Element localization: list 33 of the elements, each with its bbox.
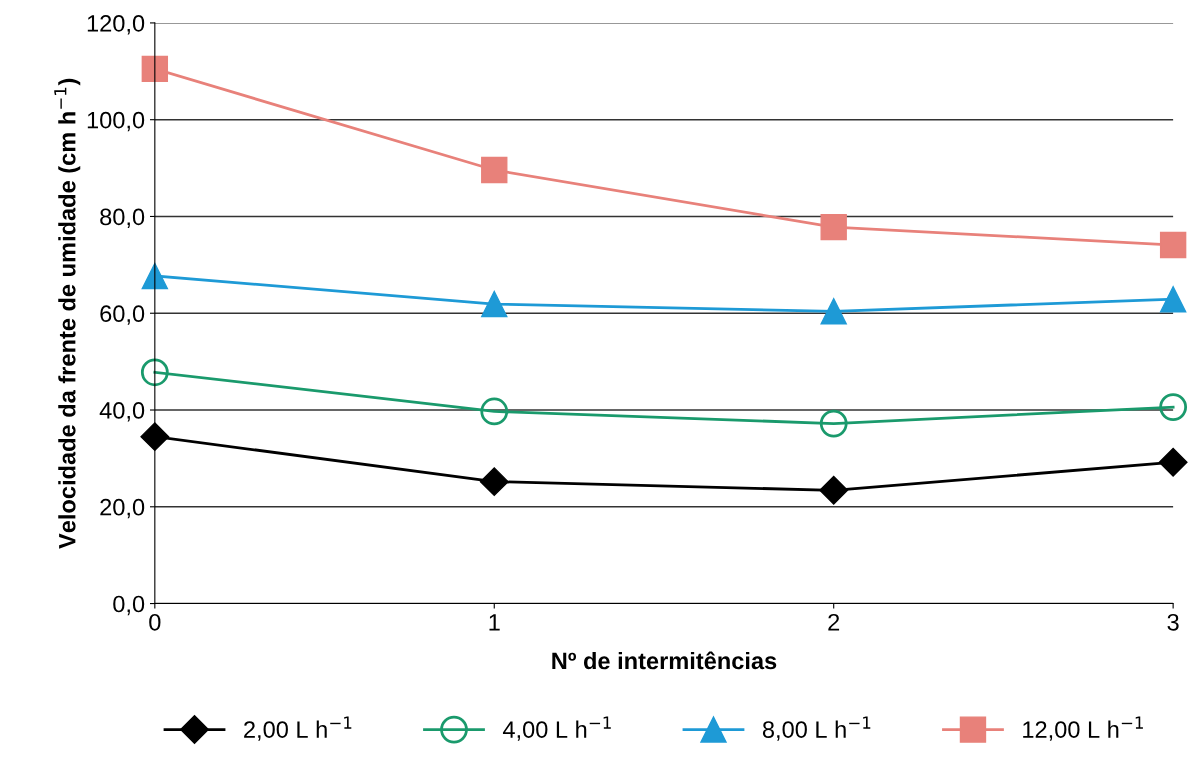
legend-label: 2,00 L h$^{−1}$ (244, 716, 352, 741)
point (141, 262, 169, 290)
point (481, 290, 508, 318)
y-axis-title: Velocidade da frente de umidade (cm h$^{−1}$) (54, 78, 81, 549)
legend-label: 8,00 L h$^{−1}$ (762, 716, 871, 741)
x-tick-label: 1 (489, 614, 500, 631)
point (141, 55, 169, 83)
legend-label: 12,00 L h$^{−1}$ (1023, 716, 1143, 741)
point (1159, 286, 1187, 313)
point (140, 422, 170, 452)
point (1158, 447, 1188, 477)
y-tick-label: 20,0 (100, 498, 145, 519)
y-tick-label: 100,0 (87, 111, 145, 132)
point (820, 213, 847, 241)
point (819, 475, 849, 505)
point (140, 358, 169, 387)
x-tick-label: 0 (149, 613, 161, 631)
legend-label: 4,00 L h$^{−1}$ (502, 716, 611, 741)
x-axis-title: Nº de intermitências (552, 651, 777, 670)
point (1159, 231, 1187, 259)
y-tick-label: 40,0 (99, 402, 145, 422)
y-tick-label: 60,0 (100, 305, 145, 325)
point (480, 397, 509, 426)
y-tick-label: 0,0 (113, 595, 145, 616)
point (479, 467, 509, 497)
point (819, 409, 848, 438)
y-tick-label: 120,0 (87, 14, 145, 35)
x-tick-label: 2 (828, 613, 840, 631)
point (481, 156, 508, 184)
point (1159, 393, 1188, 421)
y-tick-label: 80,0 (100, 208, 145, 229)
x-tick-label: 3 (1167, 613, 1179, 631)
point (820, 298, 847, 325)
